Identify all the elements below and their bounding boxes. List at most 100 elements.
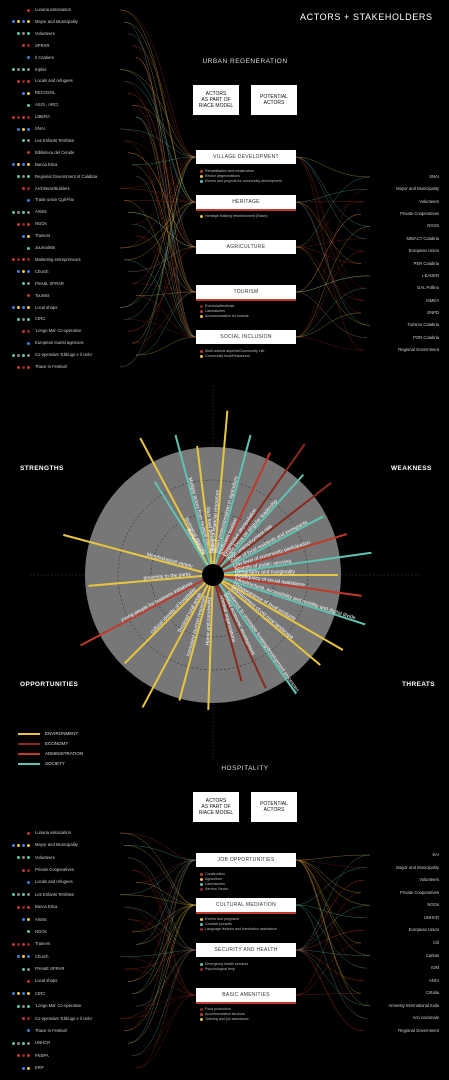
actor-color-dot: [27, 905, 30, 909]
actor-color-dot: [22, 942, 25, 946]
actor-color-dot: [27, 56, 30, 60]
category-subitem: Accommodation services: [205, 1012, 245, 1016]
actor-color-dot: [22, 32, 25, 36]
actor-color-dot: [22, 992, 25, 996]
left-actor-item: Trainers: [35, 941, 51, 947]
actor-color-dot: [27, 294, 30, 298]
right-actor-item: GAL Pollino: [417, 285, 439, 291]
left-actor-item: Les Enfants Terribles: [35, 137, 75, 143]
legend-swatch: [18, 733, 40, 735]
actor-link-line: [135, 291, 197, 356]
actor-link-line: [119, 201, 197, 249]
category-subitem: Multi cultural aspects/Community Life: [205, 349, 265, 353]
left-actor-item: FNA&E SPRAR: [35, 966, 65, 972]
actor-color-dot: [27, 187, 30, 190]
left-actor-item: Tourists: [35, 292, 50, 298]
actor-color-dot: [12, 210, 15, 214]
actor-color-dot: [22, 20, 25, 24]
actor-color-dot: [17, 20, 20, 24]
actor-color-dot: [27, 992, 30, 996]
left-actor-item: 'Longo Mai' Co-operative: [35, 1003, 82, 1009]
swot-ray-label: proximity to the parks: [143, 571, 191, 581]
actor-color-dot: [12, 893, 15, 897]
actor-color-dot: [22, 210, 25, 214]
legend-label: ADMINISTRATION: [45, 751, 84, 756]
actor-color-dot: [27, 918, 30, 922]
actor-link-line: [119, 156, 197, 308]
actor-color-dot: [22, 1066, 25, 1070]
actor-color-dot: [22, 317, 25, 321]
actor-color-dot: [27, 68, 30, 71]
right-actor-item: NGOs: [427, 223, 439, 229]
legend-swatch: [18, 763, 40, 765]
actor-color-dot: [22, 91, 25, 95]
left-actor-item: FNSPA: [35, 1052, 49, 1058]
actor-color-dot: [27, 1029, 30, 1033]
potential-link-line: [295, 156, 371, 178]
left-actor-item: ERP: [35, 1065, 44, 1070]
subitem-dot: [200, 1018, 203, 1021]
potential-link-line: [295, 949, 371, 1007]
category-subitem: Language lessons and translation assista…: [205, 927, 277, 931]
legend-swatch: [18, 743, 40, 745]
right-actor-item: ANCI: [428, 977, 439, 983]
potential-link-line: [295, 291, 368, 338]
actor-color-dot: [27, 103, 30, 107]
actor-color-dot: [27, 210, 30, 214]
actor-color-dot: [17, 32, 20, 36]
potential-link-line: [295, 156, 365, 351]
actor-link-line: [119, 128, 197, 158]
actor-link-line: [123, 21, 197, 203]
swot-ray: [212, 443, 306, 576]
actor-link-line: [135, 116, 197, 293]
potential-link-line: [295, 189, 368, 203]
category-subitem: Events and projects for community develo…: [205, 179, 282, 183]
actor-color-dot: [17, 856, 20, 860]
actor-link-line: [123, 968, 197, 996]
actor-color-dot: [17, 365, 20, 369]
left-actor-item: NGOs: [35, 221, 47, 227]
left-actor-item: 'Riace in Festival': [35, 1027, 68, 1033]
actor-color-dot: [27, 365, 30, 369]
actor-color-dot: [27, 930, 30, 934]
actor-color-dot: [17, 68, 20, 71]
hosp-heading: HOSPITALITY: [221, 765, 269, 772]
actor-color-dot: [22, 1017, 25, 1021]
actor-color-dot: [27, 270, 30, 274]
left-actor-item: Banca Etica: [35, 161, 58, 167]
potential-link-line: [295, 859, 371, 906]
actor-color-dot: [22, 187, 25, 190]
actor-color-dot: [27, 222, 30, 226]
right-actor-item: European Union: [408, 248, 439, 254]
right-actor-item: UNHCR: [423, 914, 439, 920]
swot-ray: [139, 437, 214, 576]
actor-link-line: [127, 857, 197, 996]
actor-color-dot: [17, 942, 20, 946]
right-actor-item: Turismo Calabria: [407, 322, 439, 328]
swot-ray-label: Home and conviviality: [205, 596, 213, 645]
legend-label: SOCIETY: [45, 761, 65, 766]
potential-link-line: [295, 312, 362, 338]
category-box: CULTURAL MEDIATION: [196, 898, 296, 914]
actor-link-line: [131, 156, 197, 344]
left-actor-item: Mayor and Municipality: [35, 842, 78, 848]
right-actor-item: LEADER: [422, 272, 439, 278]
actor-color-dot: [27, 163, 30, 167]
category-subitem: Training and job assistance: [205, 1017, 249, 1021]
actor-link-line: [135, 235, 197, 293]
actor-color-dot: [27, 91, 30, 95]
category-subitem: Community food/Restaurant: [205, 354, 250, 358]
swot-ray: [212, 574, 366, 626]
right-actor-item: Arci nazionale: [412, 1015, 439, 1021]
subitem-dot: [200, 888, 203, 891]
actor-link-line: [131, 994, 197, 1056]
actor-link-line: [123, 859, 197, 1032]
actor-color-dot: [17, 270, 20, 274]
potential-link-line: [295, 859, 368, 919]
actor-color-dot: [17, 79, 20, 83]
actor-color-dot: [17, 175, 20, 179]
actor-color-dot: [27, 856, 30, 860]
swot-ray-label: Mixing of financial resources: [209, 489, 221, 553]
actor-link-line: [119, 188, 197, 203]
